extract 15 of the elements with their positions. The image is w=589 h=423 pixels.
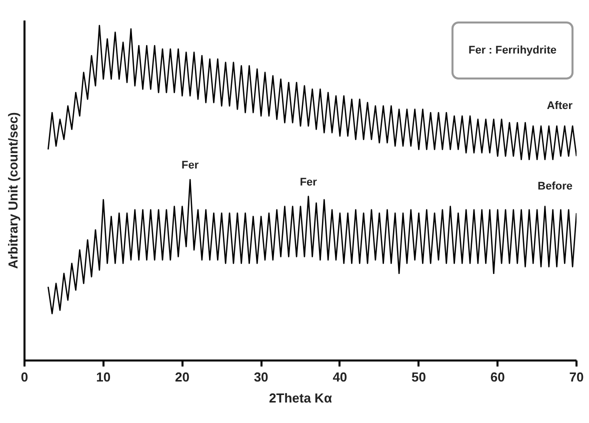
x-axis-title: 2Theta Kα [269,390,332,406]
x-tick-label: 10 [96,370,111,384]
annotation: Fer : Ferrihydrite [468,44,557,56]
annotation: Fer [182,160,200,172]
y-axis-title: Arbitrary Unit (count/sec) [6,112,20,269]
x-tick-label: 30 [254,370,268,384]
x-tick-label: 40 [332,370,348,384]
series-label: After [546,100,574,112]
x-tick-label: 60 [490,370,505,384]
x-tick-label: 0 [20,370,28,384]
x-tick-label: 50 [412,370,426,384]
annotation: Fer [300,176,318,188]
series-label: Before [538,180,572,192]
x-tick-label: 70 [569,370,584,384]
x-tick-label: 20 [174,370,190,384]
